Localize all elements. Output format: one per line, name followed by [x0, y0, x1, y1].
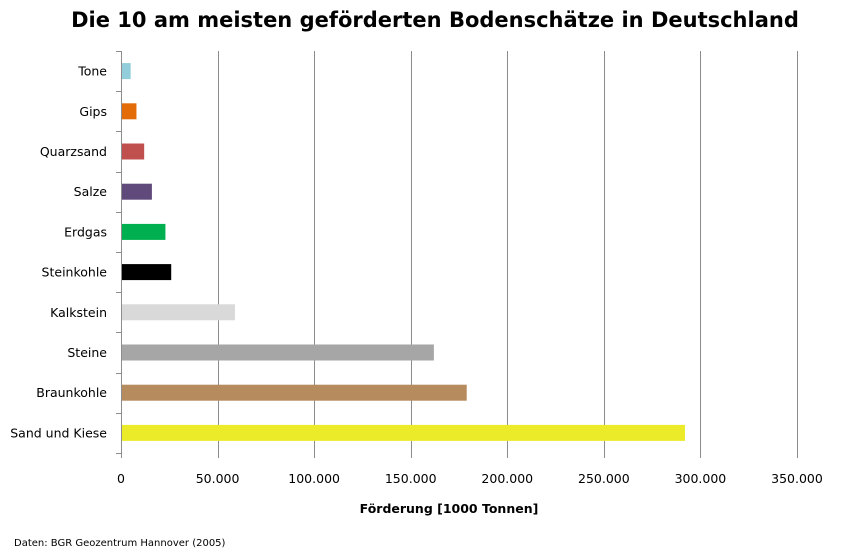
bar-braunkohle — [122, 384, 467, 401]
x-axis-title: Förderung [1000 Tonnen] — [360, 501, 539, 516]
x-tick-label: 50.000 — [196, 471, 240, 486]
category-labels: Tone Gips Quarzsand Salze Erdgas Steinkohle Ka… — [10, 64, 107, 441]
x-tick-label: 150.000 — [385, 471, 437, 486]
category-label: Steinkohle — [42, 265, 108, 280]
category-label: Sand und Kiese — [10, 425, 107, 440]
category-label: Steine — [67, 345, 107, 360]
category-label: Salze — [74, 184, 108, 199]
bars — [122, 63, 685, 441]
bar-tone — [122, 63, 131, 80]
x-tick-label: 250.000 — [578, 471, 630, 486]
bar-sand-und-kiese — [122, 424, 685, 441]
x-tick-label: 300.000 — [675, 471, 727, 486]
category-label: Braunkohle — [36, 385, 107, 400]
bar-steine — [122, 344, 434, 361]
bar-steinkohle — [122, 264, 172, 281]
source-footnote: Daten: BGR Geozentrum Hannover (2005) — [14, 538, 226, 549]
bar-erdgas — [122, 223, 166, 240]
chart-title: Die 10 am meisten geförderten Bodenschät… — [71, 8, 799, 32]
bar-salze — [122, 183, 152, 200]
category-label: Gips — [79, 104, 107, 119]
bar-quarzsand — [122, 143, 145, 160]
category-label: Kalkstein — [50, 305, 107, 320]
x-tick-label: 350.000 — [771, 471, 823, 486]
category-label: Erdgas — [64, 224, 107, 239]
axes — [116, 51, 798, 458]
gridlines — [218, 51, 798, 453]
category-label: Tone — [77, 64, 107, 79]
x-tick-label: 0 — [117, 471, 125, 486]
x-tick-label: 100.000 — [288, 471, 340, 486]
bar-kalkstein — [122, 304, 235, 321]
x-tick-labels: 0 50.000 100.000 150.000 200.000 250.000 300.0… — [117, 471, 823, 486]
x-tick-label: 200.000 — [481, 471, 533, 486]
bar-gips — [122, 103, 137, 120]
category-label: Quarzsand — [40, 144, 107, 159]
